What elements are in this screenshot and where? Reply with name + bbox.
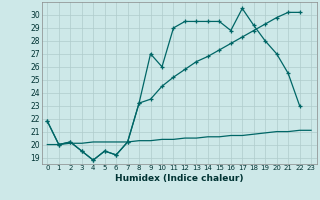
X-axis label: Humidex (Indice chaleur): Humidex (Indice chaleur): [115, 174, 244, 183]
